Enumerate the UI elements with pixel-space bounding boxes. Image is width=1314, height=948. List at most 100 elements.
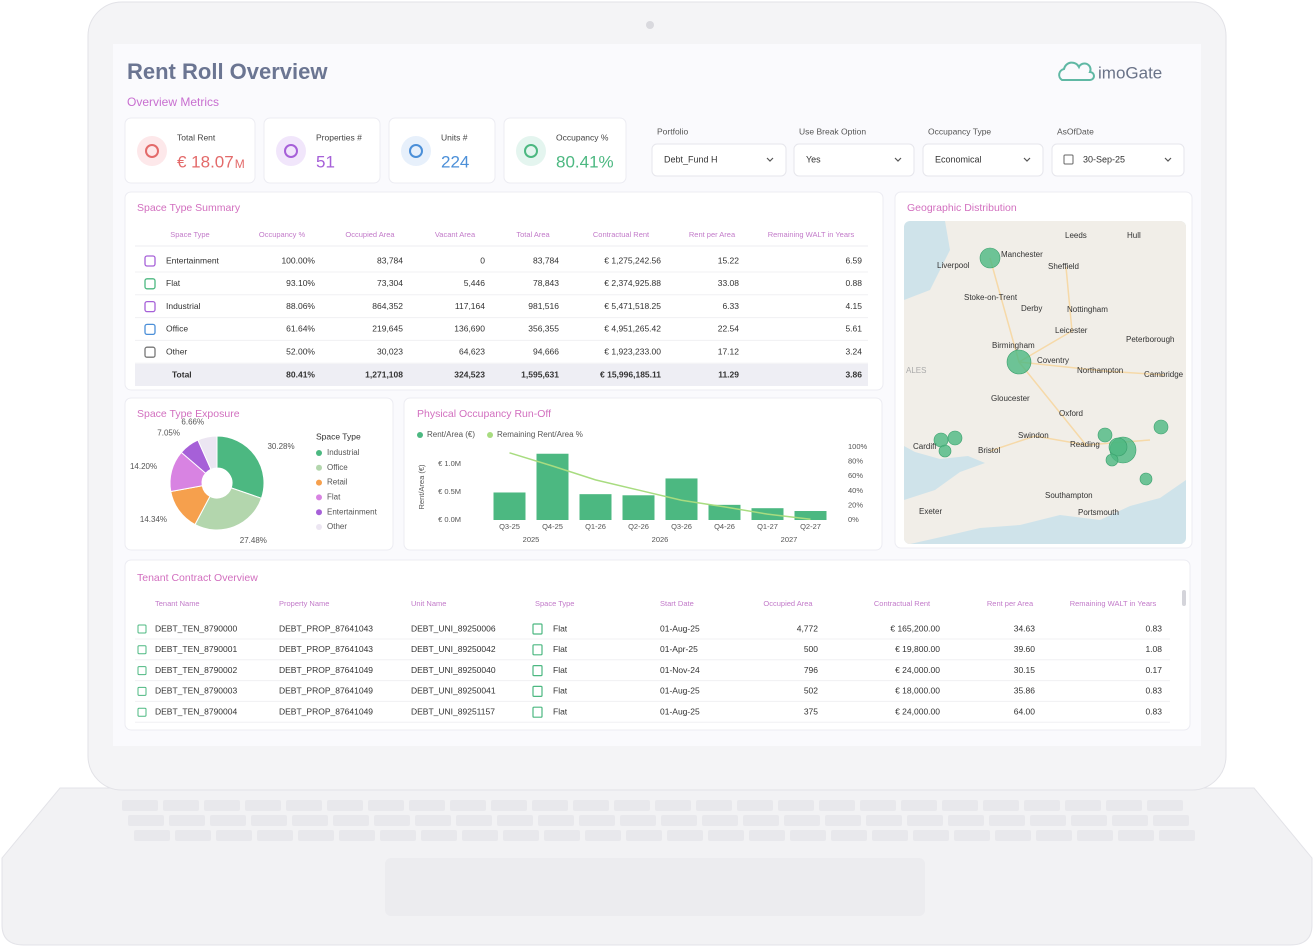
- table-header: Tenant Name: [155, 599, 200, 608]
- kpi-icon-glyph: [524, 144, 538, 158]
- legend-swatch: [316, 464, 322, 471]
- table-header: Space Type: [170, 230, 209, 239]
- key: [696, 800, 732, 811]
- table-cell: Flat: [166, 278, 181, 288]
- table-cell: 356,355: [528, 324, 559, 334]
- table-header: Rent per Area: [689, 230, 736, 239]
- table-cell: 219,645: [372, 324, 403, 334]
- y-tick-label: € 1.0M: [438, 459, 461, 468]
- table-total-cell: 1,271,108: [365, 369, 403, 379]
- legend-label: Remaining Rent/Area %: [497, 430, 583, 439]
- y2-tick-label: 80%: [848, 457, 863, 466]
- data-label: 7.05%: [157, 428, 180, 437]
- key: [128, 815, 164, 826]
- key: [327, 800, 363, 811]
- map-label: Derby: [1021, 304, 1042, 313]
- table-cell: DEBT_TEN_8790003: [155, 686, 237, 696]
- key: [503, 830, 539, 841]
- key: [1077, 830, 1113, 841]
- key: [1024, 800, 1060, 811]
- filter-label: Use Break Option: [799, 126, 866, 136]
- table-cell: 0.83: [1145, 686, 1162, 696]
- map-bubble[interactable]: [1139, 472, 1153, 486]
- scrollbar[interactable]: [1182, 590, 1186, 606]
- table-cell: 981,516: [528, 301, 559, 311]
- legend-swatch: [316, 509, 322, 516]
- table-cell: 4,772: [797, 623, 819, 633]
- y2-tick-label: 40%: [848, 486, 863, 495]
- map-label: Birmingham: [992, 341, 1035, 350]
- key: [134, 830, 170, 841]
- key: [737, 800, 773, 811]
- map-bubble[interactable]: [1108, 437, 1128, 457]
- x-tick-label: Q4-25: [542, 522, 563, 531]
- expand-button[interactable]: [137, 645, 147, 655]
- map-bubble[interactable]: [1153, 419, 1169, 435]
- key: [907, 815, 943, 826]
- table-cell: 34.63: [1014, 623, 1036, 633]
- filter-dropdown[interactable]: [1051, 143, 1185, 177]
- expand-button[interactable]: [137, 666, 147, 676]
- table-cell: 0: [480, 255, 485, 265]
- table-header: Property Name: [279, 599, 329, 608]
- table-cell: 100.00%: [281, 255, 315, 265]
- map-bubble[interactable]: [947, 430, 963, 446]
- filter-dropdown[interactable]: [922, 143, 1044, 177]
- key: [626, 830, 662, 841]
- table-header: Contractual Rent: [874, 599, 931, 608]
- key: [450, 800, 486, 811]
- table-cell: 796: [804, 665, 818, 675]
- data-label: 14.34%: [140, 515, 167, 524]
- page-title: Rent Roll Overview: [127, 59, 328, 84]
- key: [298, 830, 334, 841]
- map-label: Manchester: [1001, 250, 1043, 259]
- table-cell: DEBT_UNI_89250006: [411, 623, 496, 633]
- table-cell: DEBT_PROP_87641043: [279, 644, 373, 654]
- map-label: Liverpool: [937, 261, 970, 270]
- key: [497, 815, 533, 826]
- kpi-label: Total Rent: [177, 132, 216, 142]
- table-cell: 17.12: [718, 346, 740, 356]
- table-cell: 01-Apr-25: [660, 644, 698, 654]
- kpi-icon: [516, 136, 546, 166]
- map-bubble[interactable]: [1097, 427, 1113, 443]
- kpi-unit: M: [235, 157, 245, 171]
- legend-label: Office: [327, 463, 348, 472]
- key: [778, 800, 814, 811]
- bar: [579, 494, 612, 520]
- table-cell: 0.83: [1145, 706, 1162, 716]
- table-header: Occupancy %: [259, 230, 306, 239]
- map-bubble[interactable]: [938, 444, 952, 458]
- map-label: Exeter: [919, 507, 942, 516]
- key: [122, 800, 158, 811]
- key: [989, 815, 1025, 826]
- map-bubble[interactable]: [979, 247, 1001, 269]
- map-bubble[interactable]: [1006, 349, 1032, 375]
- expand-button[interactable]: [137, 707, 147, 717]
- y2-tick-label: 100%: [848, 442, 868, 451]
- expand-button[interactable]: [137, 624, 147, 634]
- pie-slice: [194, 487, 263, 531]
- table-header: Remaining WALT in Years: [1070, 599, 1157, 608]
- expand-button[interactable]: [137, 686, 147, 696]
- filter-dropdown[interactable]: [651, 143, 787, 177]
- key: [983, 800, 1019, 811]
- x-tick-label: Q4-26: [714, 522, 735, 531]
- table-header: Occupied Area: [763, 599, 813, 608]
- card-title: Geographic Distribution: [907, 202, 1017, 214]
- key: [1030, 815, 1066, 826]
- map-label: Stoke-on-Trent: [964, 293, 1018, 302]
- key: [1153, 815, 1189, 826]
- space-type-icon: [532, 644, 543, 656]
- filter-dropdown[interactable]: [793, 143, 915, 177]
- table-cell: 39.60: [1014, 644, 1036, 654]
- filter-label: AsOfDate: [1057, 126, 1094, 136]
- map-bubble[interactable]: [1105, 453, 1119, 467]
- space-type-icon: [144, 255, 156, 267]
- table-cell: 864,352: [372, 301, 403, 311]
- table-cell: 73,304: [377, 278, 403, 288]
- key: [456, 815, 492, 826]
- y-axis-label: Rent/Area (€): [417, 464, 426, 510]
- key: [257, 830, 293, 841]
- card-title: Space Type Summary: [137, 202, 241, 214]
